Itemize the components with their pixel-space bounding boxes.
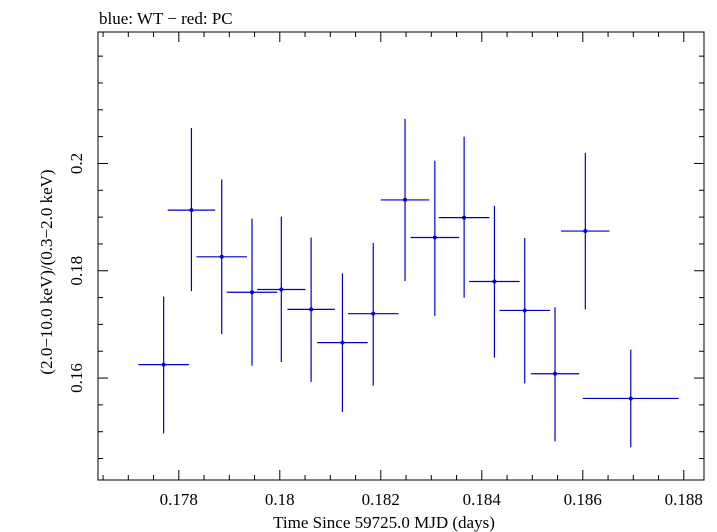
- x-tick-label: 0.182: [362, 490, 400, 509]
- data-point: [438, 136, 490, 298]
- point-marker: [553, 371, 558, 376]
- data-point: [347, 242, 399, 386]
- data-point: [138, 296, 189, 434]
- axis-ticks: [98, 32, 704, 480]
- data-point: [317, 273, 368, 412]
- x-tick-label: 0.178: [160, 490, 198, 509]
- point-marker: [522, 308, 527, 313]
- x-tick-label: 0.18: [265, 490, 295, 509]
- point-marker: [189, 208, 194, 213]
- point-marker: [219, 254, 224, 259]
- point-marker: [371, 311, 376, 316]
- data-point: [226, 218, 278, 366]
- data-point: [410, 160, 460, 316]
- y-tick-label: 0.18: [67, 256, 86, 286]
- point-marker: [309, 307, 314, 312]
- point-marker: [462, 215, 467, 220]
- point-marker: [279, 287, 284, 292]
- data-point: [287, 237, 335, 382]
- data-point: [196, 179, 247, 335]
- chart-title: blue: WT − red: PC: [99, 9, 233, 28]
- y-tick-label: 0.16: [67, 363, 86, 393]
- data-point: [167, 128, 216, 292]
- x-tick-label: 0.188: [665, 490, 703, 509]
- data-point: [380, 118, 430, 281]
- data-point: [469, 205, 520, 358]
- x-axis-label: Time Since 59725.0 MJD (days): [273, 513, 495, 532]
- point-marker: [250, 290, 255, 295]
- point-marker: [340, 340, 345, 345]
- data-points: [138, 118, 679, 448]
- data-point: [561, 152, 610, 310]
- point-marker: [492, 279, 497, 284]
- point-marker: [628, 396, 633, 401]
- data-point: [582, 349, 679, 448]
- data-point: [257, 216, 306, 362]
- data-point: [530, 307, 580, 442]
- y-axis-label: (2.0−10.0 keV)/(0.3−2.0 keV): [37, 169, 56, 374]
- point-marker: [432, 235, 437, 240]
- x-tick-label: 0.186: [564, 490, 602, 509]
- point-marker: [161, 362, 166, 367]
- point-marker: [403, 197, 408, 202]
- plot-frame: [97, 31, 705, 481]
- y-tick-label: 0.2: [67, 153, 86, 174]
- axis-tick-labels: 0.178 0.18 0.182 0.184 0.186 0.188 0.16 0.18 0.2: [67, 153, 703, 509]
- point-marker: [583, 229, 588, 234]
- x-tick-label: 0.184: [463, 490, 502, 509]
- data-point: [499, 238, 550, 384]
